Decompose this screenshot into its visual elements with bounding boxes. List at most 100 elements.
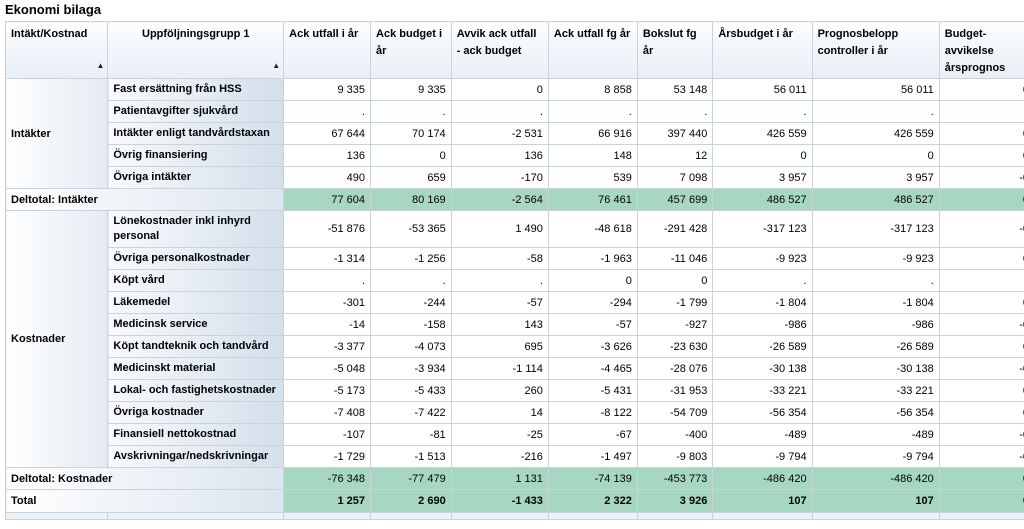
total-label[interactable]: Total	[4, 489, 285, 513]
value-cell: 70 174	[370, 122, 452, 145]
value-cell: 53 148	[636, 78, 714, 101]
table-row: Medicinsk service -14 -158 143 -57 -927 -986 -9…	[6, 313, 1024, 336]
value-cell: -33 221	[811, 379, 940, 402]
subtotal-value: 0	[938, 467, 1024, 490]
column-header[interactable]: Uppföljningsgrupp 1 ▲	[107, 21, 285, 79]
row-label[interactable]: Medicinsk service	[107, 313, 285, 336]
total-value: -1 433	[450, 489, 549, 513]
value-cell: -7 422	[370, 401, 452, 424]
value-cell: -57	[450, 291, 549, 314]
value-cell: -28 076	[636, 357, 714, 380]
value-cell: 0	[370, 144, 452, 167]
value-cell: 539	[547, 166, 638, 189]
row-label[interactable]: Övriga personalkostnader	[107, 247, 285, 270]
column-header[interactable]: Prognosbelopp controller i år	[811, 21, 940, 79]
row-label[interactable]: Finansiell nettokostnad	[107, 423, 285, 446]
value-cell: -31 953	[636, 379, 714, 402]
report-table: Intäkt/Kostnad ▲ Uppföljningsgrupp 1 ▲ Ack…	[4, 21, 1024, 520]
value-cell: .	[450, 269, 549, 292]
value-cell: -5 431	[547, 379, 638, 402]
row-label[interactable]: Övrig finansiering	[107, 144, 285, 167]
row-label[interactable]: Köpt vård	[107, 269, 285, 292]
table-row: Finansiell nettokostnad -107 -81 -25 -67 -400…	[6, 423, 1024, 446]
column-header[interactable]: Ack utfall fg år	[547, 21, 638, 79]
value-cell: -294	[547, 291, 638, 314]
subtotal-label[interactable]: Deltotal: Intäkter	[4, 188, 285, 211]
value-cell: -9 923	[811, 247, 940, 270]
subtotal-value: -2 564	[450, 188, 549, 211]
value-cell: -1 497	[547, 445, 638, 468]
row-label[interactable]: Patientavgifter sjukvård	[107, 100, 285, 123]
column-header[interactable]: Intäkt/Kostnad ▲	[4, 21, 109, 79]
table-row: Köpt tandteknik och tandvård -3 377 -4 073…	[6, 335, 1024, 358]
row-label[interactable]: Avskrivningar/nedskrivningar	[107, 445, 285, 468]
value-cell: -9 803	[636, 445, 714, 468]
subtotal-label[interactable]: Deltotal: Kostnader	[4, 467, 285, 490]
value-cell: 14	[450, 401, 549, 424]
row-label[interactable]: Medicinskt material	[107, 357, 285, 380]
value-cell: 0	[938, 247, 1024, 270]
value-cell: 0	[811, 144, 940, 167]
value-cell: -26 589	[811, 335, 940, 358]
empty-cell	[547, 512, 638, 520]
value-cell: -1 729	[283, 445, 372, 468]
subtotal-value: -74 139	[547, 467, 638, 490]
subtotal-value: 0	[938, 188, 1024, 211]
subtotal-value: 457 699	[636, 188, 714, 211]
value-cell: 0	[938, 335, 1024, 358]
row-label[interactable]: Lönekostnader inkl inhyrd personal	[107, 210, 285, 248]
value-cell: -489	[811, 423, 940, 446]
subtotal-value: -486 420	[811, 467, 940, 490]
value-cell: 56 011	[712, 78, 813, 101]
value-cell: -927	[636, 313, 714, 336]
sort-ascending-icon[interactable]: ▲	[272, 61, 281, 70]
table-body: Intäkter Fast ersättning från HSS 9 335 9 3…	[4, 78, 1024, 520]
sort-ascending-icon[interactable]: ▲	[96, 61, 105, 70]
subtotal-value: 76 461	[547, 188, 638, 211]
row-label[interactable]: Intäkter enligt tandvårdstaxan	[107, 122, 285, 145]
subtotal-row: Deltotal: Intäkter 77 604 80 169 -2 564 76 4…	[4, 188, 1024, 211]
value-cell: -107	[283, 423, 372, 446]
column-header[interactable]: Avvik ack utfall - ack budget	[450, 21, 549, 79]
value-cell: 0	[636, 269, 714, 292]
value-cell: -986	[712, 313, 813, 336]
value-cell: 9 335	[370, 78, 452, 101]
value-cell: -4 465	[547, 357, 638, 380]
value-cell: 260	[450, 379, 549, 402]
total-value: 2 690	[370, 489, 452, 513]
column-header[interactable]: Ack budget i år	[370, 21, 452, 79]
row-label[interactable]: Övriga intäkter	[107, 166, 285, 189]
subtotal-value: 80 169	[370, 188, 452, 211]
value-cell: 56 011	[811, 78, 940, 101]
value-cell: -3 626	[547, 335, 638, 358]
row-label[interactable]: Läkemedel	[107, 291, 285, 314]
column-header[interactable]: Ack utfall i år	[283, 21, 372, 79]
column-header[interactable]: Budget-avvikelse årsprognos	[938, 21, 1024, 79]
column-header[interactable]: Bokslut fg år	[636, 21, 714, 79]
value-cell: -5 433	[370, 379, 452, 402]
value-cell: -23 630	[636, 335, 714, 358]
row-label[interactable]: Övriga kostnader	[107, 401, 285, 424]
column-header[interactable]: Årsbudget i år	[712, 21, 813, 79]
row-label[interactable]: Köpt tandteknik och tandvård	[107, 335, 285, 358]
value-cell: -158	[370, 313, 452, 336]
value-cell: -51 876	[283, 210, 372, 248]
group-label[interactable]: Kostnader	[4, 210, 109, 468]
value-cell: .	[636, 100, 714, 123]
subtotal-value: -76 348	[283, 467, 372, 490]
value-cell: -5 048	[283, 357, 372, 380]
value-cell: -244	[370, 291, 452, 314]
group-label[interactable]: Intäkter	[4, 78, 109, 189]
table-row: Intäkter Fast ersättning från HSS 9 335 9 3…	[4, 78, 1024, 189]
value-cell: -30 138	[811, 357, 940, 380]
value-cell: -1 963	[547, 247, 638, 270]
row-label[interactable]: Lokal- och fastighetskostnader	[107, 379, 285, 402]
value-cell: -0	[938, 313, 1024, 336]
value-cell: 66 916	[547, 122, 638, 145]
row-label[interactable]: Fast ersättning från HSS	[107, 78, 285, 101]
value-cell: -14	[283, 313, 372, 336]
value-cell: 12	[636, 144, 714, 167]
empty-cell	[4, 512, 109, 520]
value-cell: 0	[938, 144, 1024, 167]
